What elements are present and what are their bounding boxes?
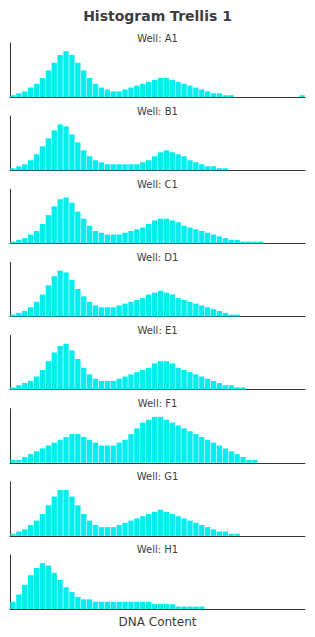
svg-text:Well: D1: Well: D1 — [137, 252, 179, 263]
svg-text:Well: E1: Well: E1 — [137, 325, 177, 336]
svg-text:Well: G1: Well: G1 — [137, 471, 179, 482]
svg-text:Histogram Trellis 1: Histogram Trellis 1 — [83, 8, 232, 24]
svg-text:DNA Content: DNA Content — [119, 615, 197, 629]
svg-text:Well: C1: Well: C1 — [137, 179, 178, 190]
svg-text:Well: A1: Well: A1 — [137, 33, 178, 44]
svg-text:Well: B1: Well: B1 — [137, 106, 178, 117]
svg-text:Well: H1: Well: H1 — [137, 544, 178, 555]
svg-text:Well: F1: Well: F1 — [138, 398, 178, 409]
